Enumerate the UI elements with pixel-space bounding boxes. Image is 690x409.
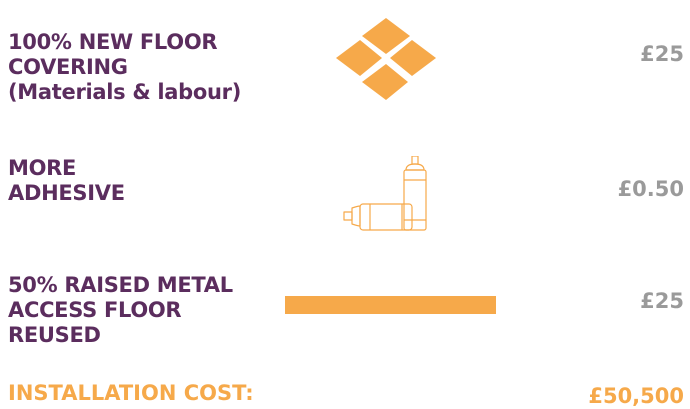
row-1-label: 100% NEW FLOOR COVERING (Materials & lab… [8,30,241,105]
row-1-label-line-1: 100% NEW FLOOR [8,30,218,54]
installation-cost-value: £50,500 [588,384,684,408]
row-1-label-line-2: COVERING [8,55,128,79]
spray-cans-icon [343,156,427,231]
installation-cost-label: INSTALLATION COST: [8,381,254,405]
row-3-label: 50% RAISED METAL ACCESS FLOOR REUSED [8,273,233,348]
floor-panel-bar [285,296,496,314]
row-3-price: £25 [640,289,684,313]
row-3-label-line-3: REUSED [8,323,101,347]
floor-tiles-icon [336,18,436,100]
row-2-price: £0.50 [617,177,684,201]
row-2-label-line-2: ADHESIVE [8,181,125,205]
row-2-label-line-1: MORE [8,156,77,180]
row-2-label: MORE ADHESIVE [8,156,125,206]
row-1-label-line-3: (Materials & labour) [8,80,242,104]
row-1-price: £25 [640,42,684,66]
row-3-label-line-1: 50% RAISED METAL [8,273,233,297]
row-3-label-line-2: ACCESS FLOOR [8,298,182,322]
